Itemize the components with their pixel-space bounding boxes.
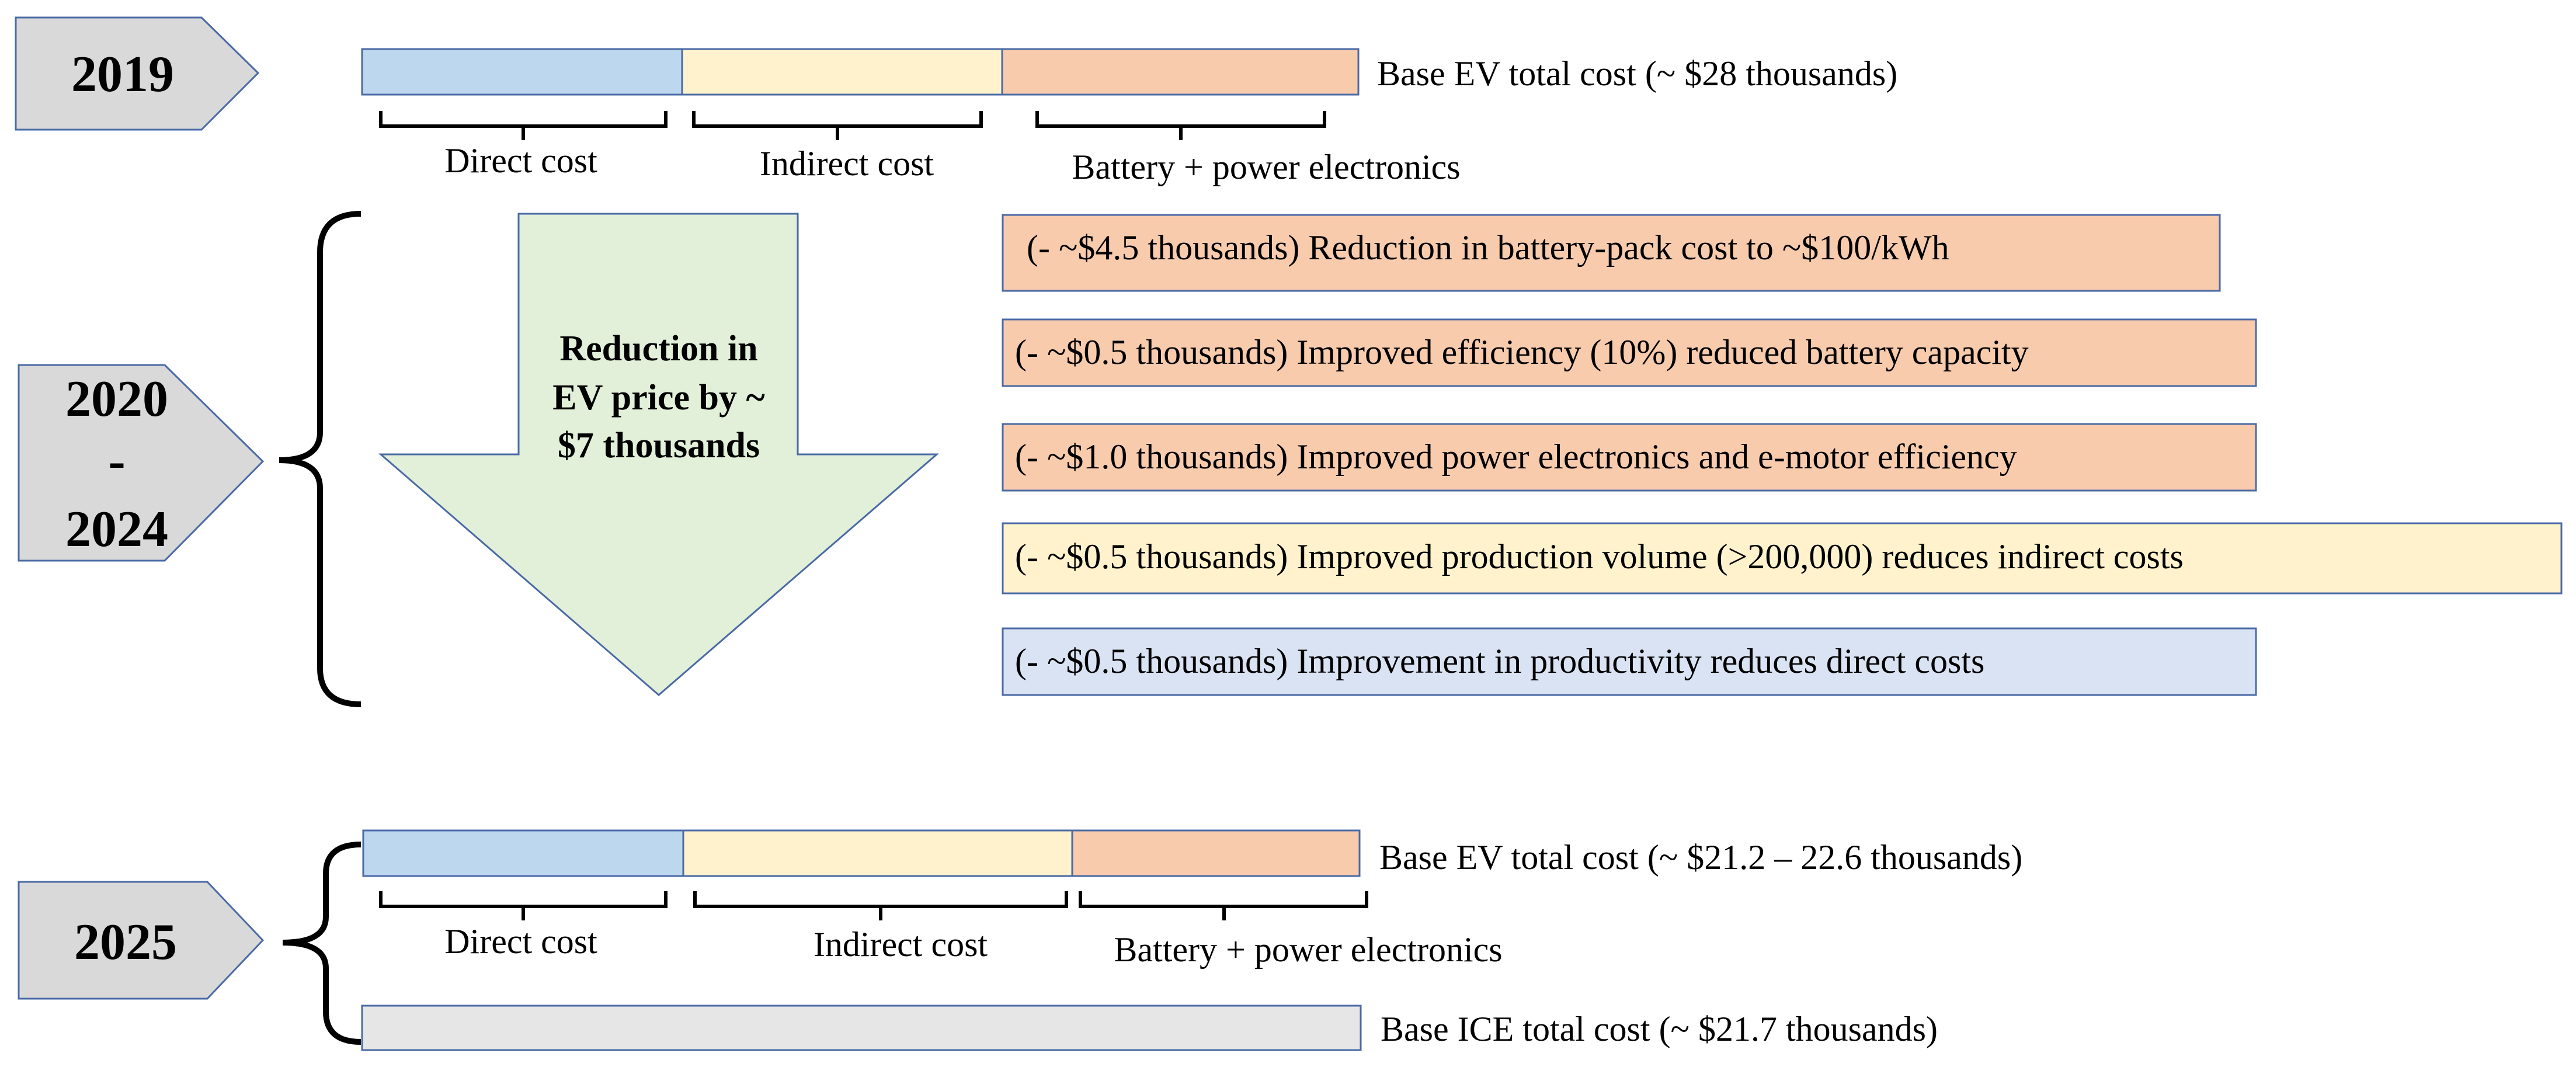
year-tag-2019-label: 2019: [71, 46, 174, 103]
bar-2025-ice-label: Base ICE total cost (~ $21.7 thousands): [1381, 1010, 1938, 1048]
brace-2019-indirect: [692, 111, 983, 140]
bar-2019-battery: [1001, 48, 1360, 96]
brace-2025: [282, 842, 361, 1045]
bar-2019-direct: [361, 48, 683, 96]
reduction-text-power-electronics: (- ~$1.0 thousands) Improved power elect…: [1015, 437, 2017, 476]
year-tag-2020-2024-line1: 2020: [65, 371, 168, 428]
section-2019: 2019 Base EV total cost (~ $28 thousands…: [15, 16, 1897, 186]
reduction-box-power-electronics: [1002, 423, 2257, 492]
brace-2020-2024: [279, 211, 361, 707]
reduction-arrow: [378, 213, 940, 696]
bar-2025-ice: [361, 1005, 1362, 1051]
segment-label-2019-battery: Battery + power electronics: [1072, 148, 1460, 186]
segment-label-2025-direct: Direct cost: [444, 922, 597, 961]
reduction-text-production-volume: (- ~$0.5 thousands) Improved production …: [1015, 537, 2184, 576]
year-tag-2020-2024: [18, 364, 265, 562]
reduction-box-productivity: [1002, 627, 2257, 696]
bar-2025-total-label: Base EV total cost (~ $21.2 – 22.6 thous…: [1379, 838, 2022, 877]
section-2025: 2025 Base EV total cost (~ $21.2 – 22.6 …: [18, 829, 2022, 1051]
brace-2025-battery: [1079, 891, 1368, 920]
brace-2019-direct: [379, 111, 668, 140]
reduction-text-productivity: (- ~$0.5 thousands) Improvement in produ…: [1015, 642, 1984, 680]
brace-2025-indirect: [693, 891, 1068, 920]
reduction-text-efficiency: (- ~$0.5 thousands) Improved efficiency …: [1015, 333, 2029, 371]
reduction-arrow-line1: Reduction in: [559, 329, 757, 369]
section-2020-2024: 2020 - 2024 Reduction in EV price by ~ $…: [18, 211, 2563, 707]
year-tag-2025-label: 2025: [74, 914, 177, 971]
reduction-box-battery-pack: [1002, 214, 2221, 292]
year-tag-2019: [15, 16, 260, 131]
segment-label-2019-indirect: Indirect cost: [760, 144, 934, 183]
brace-2019-battery: [1035, 111, 1326, 140]
segment-label-2025-battery: Battery + power electronics: [1114, 930, 1502, 969]
bar-2025-direct: [362, 829, 684, 877]
reduction-box-efficiency: [1002, 318, 2257, 387]
bar-2025-indirect: [682, 829, 1073, 877]
year-tag-2025: [18, 881, 265, 1000]
year-tag-2020-2024-line3: 2024: [65, 501, 168, 558]
brace-2025-direct: [379, 891, 668, 920]
bar-2019-indirect: [681, 48, 1003, 96]
bar-2019-total-label: Base EV total cost (~ $28 thousands): [1377, 54, 1897, 93]
reduction-arrow-line2: EV price by ~: [552, 378, 765, 418]
reduction-text-battery-pack: (- ~$4.5 thousands) Reduction in battery…: [1027, 228, 1949, 267]
segment-label-2019-direct: Direct cost: [444, 141, 597, 180]
year-tag-2020-2024-line2: -: [108, 433, 125, 489]
reduction-box-production-volume: [1002, 522, 2563, 595]
segment-label-2025-indirect: Indirect cost: [814, 925, 988, 964]
reduction-arrow-line3: $7 thousands: [558, 426, 760, 465]
bar-2025-battery: [1071, 829, 1361, 877]
